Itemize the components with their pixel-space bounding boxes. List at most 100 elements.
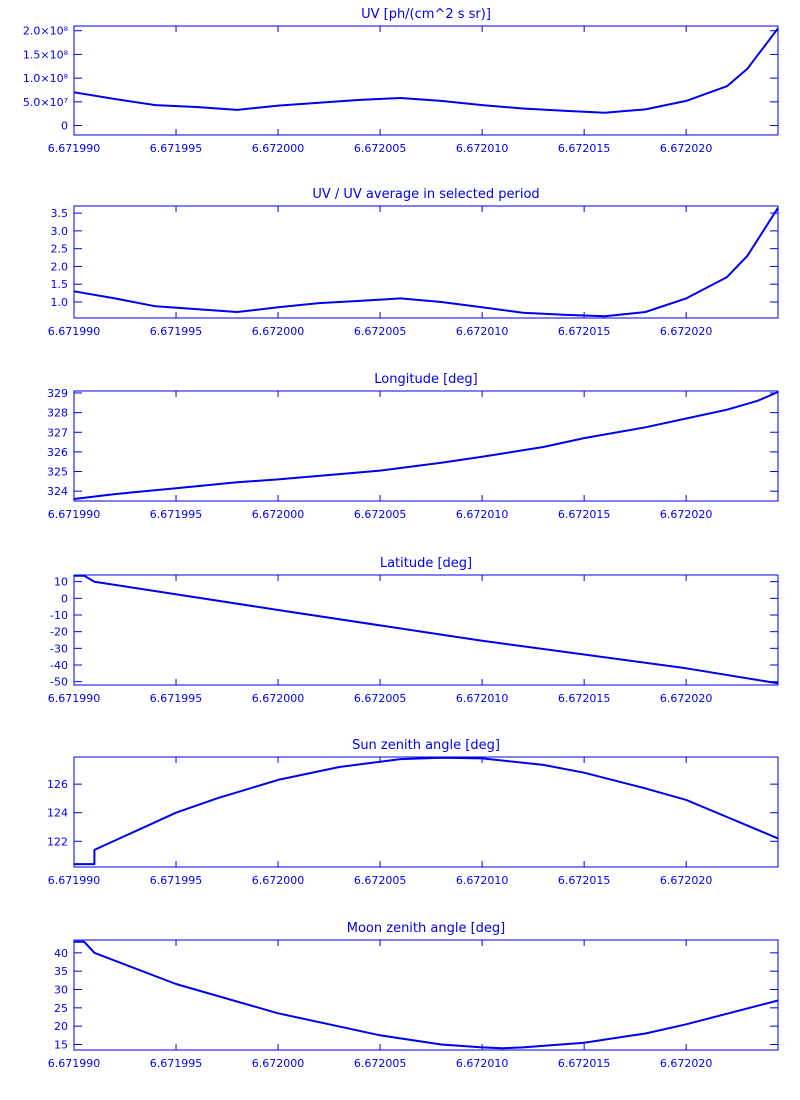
y-tick-label: 3.0 — [51, 225, 69, 238]
x-tick-label: 6.672000 — [252, 1057, 305, 1070]
y-tick-label: 324 — [47, 485, 68, 498]
x-tick-label: 6.672010 — [456, 692, 509, 705]
chart-title: Latitude [deg] — [380, 556, 472, 571]
x-tick-label: 6.672015 — [558, 325, 611, 338]
series-line-1 — [74, 756, 779, 866]
y-tick-label: 25 — [54, 1002, 68, 1015]
y-tick-label: 3.5 — [51, 207, 69, 220]
x-tick-label: 6.672005 — [354, 508, 407, 521]
x-tick-label: 6.671990 — [48, 692, 101, 705]
chart-title: UV [ph/(cm^2 s sr)] — [361, 7, 491, 22]
chart-panel-3: Longitude [deg] 6.671990 6.671995 6.672000 6… — [47, 372, 779, 521]
chart-title: UV / UV average in selected period — [312, 187, 539, 202]
chart-title: Moon zenith angle [deg] — [347, 921, 505, 936]
y-tick-label: -40 — [50, 659, 68, 672]
x-tick-label: 6.671990 — [48, 874, 101, 887]
y-tick-label: 15 — [54, 1039, 68, 1052]
y-tick-label: 1.0×10⁸ — [23, 72, 69, 85]
y-tick-label: -20 — [50, 626, 68, 639]
chart-panel-5: Sun zenith angle [deg] 6.671990 6.671995 6.… — [47, 738, 779, 887]
y-tick-label: 1.5×10⁸ — [23, 48, 69, 61]
x-tick-label: 6.672010 — [456, 1057, 509, 1070]
y-tick-label: 329 — [47, 387, 68, 400]
chart-panel-1: UV [ph/(cm^2 s sr)] 6.671990 6.671995 6.672… — [23, 7, 779, 155]
y-tick-label: 10 — [54, 576, 68, 589]
y-tick-label: 40 — [54, 947, 68, 960]
y-tick-label: 5.0×10⁷ — [23, 96, 68, 109]
x-tick-label: 6.672015 — [558, 142, 611, 155]
plot-frame — [73, 939, 779, 1051]
x-tick-label: 6.671990 — [48, 142, 101, 155]
x-tick-label: 6.672005 — [354, 874, 407, 887]
plot-frame — [73, 25, 779, 136]
x-tick-label: 6.671990 — [48, 1057, 101, 1070]
x-tick-label: 6.672005 — [354, 1057, 407, 1070]
y-tick-label: 126 — [47, 778, 68, 791]
y-tick-label: 2.5 — [51, 243, 69, 256]
series-line-1 — [74, 940, 779, 1050]
y-tick-label: 0 — [61, 120, 68, 133]
x-tick-label: 6.672000 — [252, 325, 305, 338]
x-tick-label: 6.672015 — [558, 692, 611, 705]
series-line-1 — [73, 391, 779, 500]
x-tick-label: 6.672005 — [354, 692, 407, 705]
x-tick-label: 6.672015 — [558, 1057, 611, 1070]
x-tick-label: 6.672000 — [252, 142, 305, 155]
x-tick-label: 6.671995 — [150, 692, 203, 705]
y-tick-label: 326 — [47, 446, 68, 459]
y-tick-label: 2.0 — [51, 260, 69, 273]
series-line-1 — [73, 207, 779, 318]
y-tick-label: 20 — [54, 1020, 68, 1033]
x-tick-label: 6.671995 — [150, 142, 203, 155]
series-line-1 — [73, 27, 779, 114]
x-tick-label: 6.671990 — [48, 508, 101, 521]
y-tick-label: -50 — [50, 676, 68, 689]
chart-title: Sun zenith angle [deg] — [352, 738, 500, 753]
y-tick-label: 328 — [47, 407, 68, 420]
plot-frame — [73, 756, 779, 868]
y-tick-label: 1.5 — [51, 278, 69, 291]
x-tick-label: 6.672015 — [558, 874, 611, 887]
y-tick-label: 0 — [61, 592, 68, 605]
x-tick-label: 6.672000 — [252, 508, 305, 521]
x-tick-label: 6.672015 — [558, 508, 611, 521]
plot-frame — [73, 574, 779, 686]
x-tick-label: 6.672020 — [660, 1057, 713, 1070]
x-tick-label: 6.672000 — [252, 874, 305, 887]
x-tick-label: 6.672000 — [252, 692, 305, 705]
x-tick-label: 6.672020 — [660, 508, 713, 521]
y-tick-label: 1.0 — [51, 296, 69, 309]
plot-frame — [73, 390, 779, 502]
x-tick-label: 6.672020 — [660, 874, 713, 887]
y-tick-label: 2.0×10⁸ — [23, 25, 69, 38]
y-tick-label: 30 — [54, 984, 68, 997]
x-tick-label: 6.672020 — [660, 325, 713, 338]
y-tick-label: 327 — [47, 426, 68, 439]
x-tick-label: 6.672020 — [660, 692, 713, 705]
x-tick-label: 6.672010 — [456, 325, 509, 338]
x-tick-label: 6.672005 — [354, 325, 407, 338]
x-tick-label: 6.671990 — [48, 325, 101, 338]
chart-panel-6: Moon zenith angle [deg] 6.671990 6.671995 6… — [48, 921, 779, 1070]
x-tick-label: 6.671995 — [150, 325, 203, 338]
y-tick-label: -30 — [50, 642, 68, 655]
y-tick-label: 122 — [47, 835, 68, 848]
x-tick-label: 6.672010 — [456, 508, 509, 521]
x-tick-label: 6.671995 — [150, 508, 203, 521]
series-line-1 — [74, 574, 779, 685]
y-tick-label: 35 — [54, 965, 68, 978]
x-tick-label: 6.671995 — [150, 874, 203, 887]
x-tick-label: 6.672010 — [456, 142, 509, 155]
x-tick-label: 6.672020 — [660, 142, 713, 155]
chart-panel-2: UV / UV average in selected period 6.6719… — [48, 187, 779, 338]
y-tick-label: 124 — [47, 807, 68, 820]
x-tick-label: 6.672005 — [354, 142, 407, 155]
y-tick-label: 325 — [47, 466, 68, 479]
y-tick-label: -10 — [50, 609, 68, 622]
x-tick-label: 6.671995 — [150, 1057, 203, 1070]
x-tick-label: 6.672010 — [456, 874, 509, 887]
chart-panel-4: Latitude [deg] 6.671990 6.671995 6.672000 6.… — [48, 556, 779, 705]
plot-frame — [73, 205, 779, 319]
chart-title: Longitude [deg] — [374, 372, 477, 387]
